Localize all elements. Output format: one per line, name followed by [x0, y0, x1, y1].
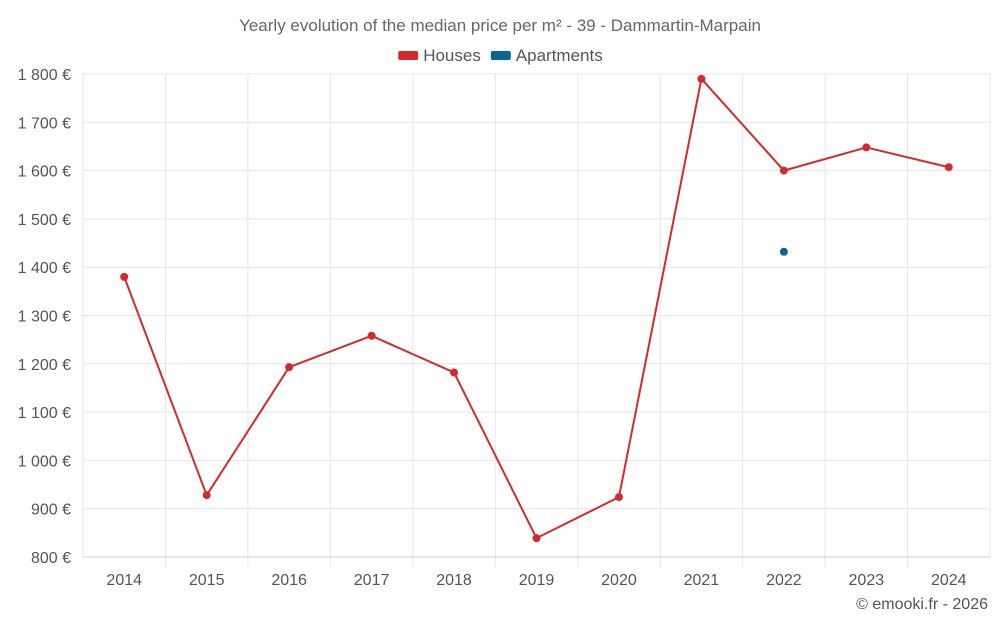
- data-point-houses[interactable]: [367, 331, 376, 340]
- legend-label: Houses: [423, 46, 481, 65]
- y-tick-label: 1 000 €: [18, 453, 71, 470]
- data-point-houses[interactable]: [862, 143, 871, 152]
- data-point-apartments[interactable]: [779, 247, 788, 256]
- legend-swatch: [398, 51, 419, 60]
- legend-item-apartments[interactable]: Apartments: [490, 46, 603, 65]
- x-tick-label: 2014: [106, 572, 142, 589]
- x-tick-label: 2021: [684, 572, 720, 589]
- data-point-houses[interactable]: [614, 493, 623, 502]
- x-tick-label: 2024: [931, 572, 967, 589]
- data-point-houses[interactable]: [120, 272, 129, 281]
- y-gridlines: [83, 73, 990, 510]
- data-point-houses[interactable]: [202, 491, 211, 500]
- x-tick-label: 2015: [189, 572, 225, 589]
- y-tick-label: 1 500 €: [18, 212, 71, 229]
- series-apartments: [779, 247, 788, 256]
- y-tick-label: 1 400 €: [18, 260, 71, 277]
- series-houses: [120, 74, 953, 543]
- y-axis-ticks: 800 € 900 € 1 000 € 1 100 € 1 200 € 1 300 € 1 …: [18, 67, 71, 567]
- x-tick-label: 2019: [519, 572, 555, 589]
- data-point-houses[interactable]: [944, 163, 953, 172]
- legend: Houses Apartments: [398, 46, 603, 65]
- y-tick-label: 1 800 €: [18, 67, 71, 84]
- x-tick-label: 2017: [354, 572, 390, 589]
- legend-label: Apartments: [516, 46, 603, 65]
- y-tick-label: 1 600 €: [18, 164, 71, 181]
- x-gridlines: [82, 74, 991, 567]
- x-tick-label: 2018: [436, 572, 472, 589]
- legend-item-houses[interactable]: Houses: [398, 46, 481, 65]
- data-point-houses[interactable]: [697, 74, 706, 83]
- legend-swatch: [490, 51, 511, 60]
- data-point-houses[interactable]: [285, 363, 294, 372]
- x-tick-label: 2023: [849, 572, 885, 589]
- x-tick-label: 2020: [601, 572, 637, 589]
- chart-title: Yearly evolution of the median price per…: [239, 16, 761, 35]
- y-tick-label: 1 300 €: [18, 309, 71, 326]
- y-tick-label: 800 €: [31, 550, 71, 567]
- x-tick-label: 2022: [766, 572, 802, 589]
- data-point-houses[interactable]: [532, 534, 541, 543]
- y-tick-label: 1 100 €: [18, 405, 71, 422]
- credit-text: © emooki.fr - 2026: [856, 596, 988, 613]
- x-axis-ticks: 2014 2015 2016 2017 2018 2019 2020 2021 2022 2023…: [106, 572, 966, 589]
- y-tick-label: 1 700 €: [18, 115, 71, 132]
- series-layer: [120, 74, 953, 543]
- y-tick-label: 1 200 €: [18, 357, 71, 374]
- x-tick-label: 2016: [271, 572, 307, 589]
- data-point-houses[interactable]: [450, 368, 459, 377]
- y-tick-label: 900 €: [31, 502, 71, 519]
- data-point-houses[interactable]: [779, 166, 788, 175]
